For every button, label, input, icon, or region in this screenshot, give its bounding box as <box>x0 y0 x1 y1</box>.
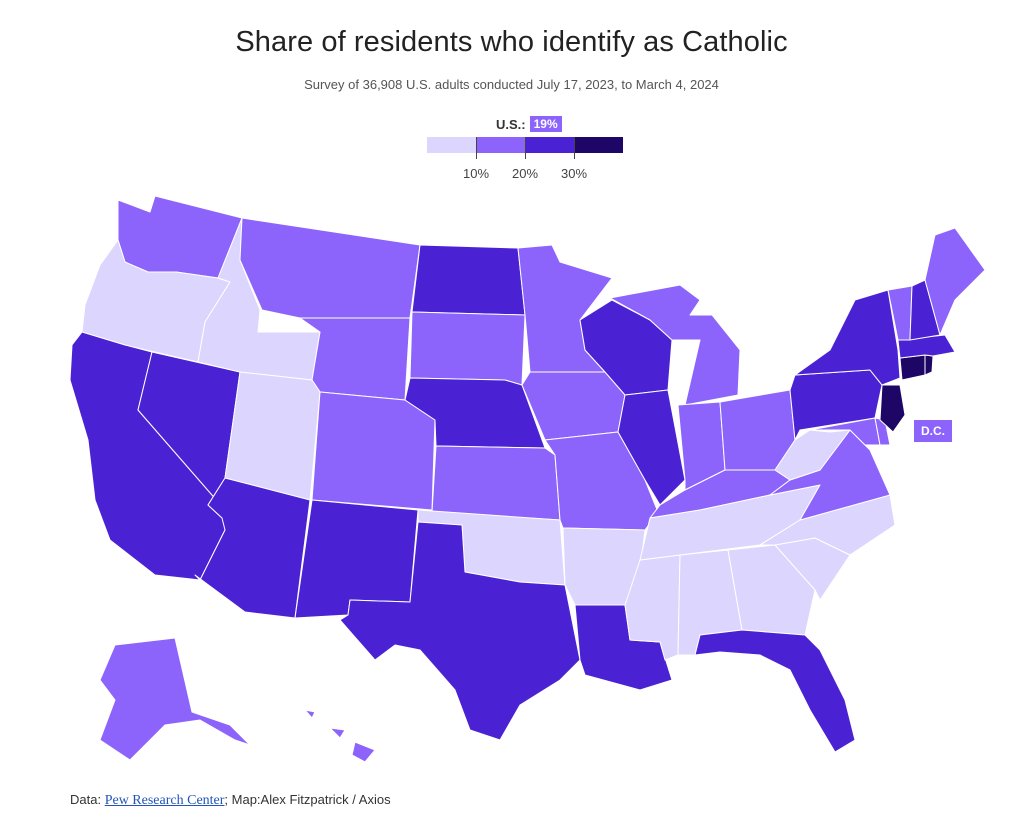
state-hawaii[interactable] <box>304 709 376 763</box>
legend-swatch-highest <box>574 137 623 153</box>
legend-tick-label: 30% <box>560 166 588 181</box>
legend-swatch-mid <box>476 137 525 153</box>
state-connecticut[interactable] <box>899 354 926 381</box>
legend-tick <box>476 137 477 159</box>
legend-tick-label: 20% <box>511 166 539 181</box>
color-legend: U.S.: 19% 10% 20% 30% <box>427 112 627 182</box>
state-rhode-island[interactable] <box>924 354 934 376</box>
state-utah[interactable] <box>224 371 321 501</box>
us-average: U.S.: 19% <box>496 116 562 132</box>
chart-subtitle: Survey of 36,908 U.S. adults conducted J… <box>304 77 719 92</box>
source-credit: Data: Pew Research Center; Map:Alex Fitz… <box>70 792 391 809</box>
state-florida[interactable] <box>694 629 856 753</box>
state-michigan[interactable] <box>609 284 741 406</box>
us-average-label: U.S.: <box>496 116 526 132</box>
state-south-dakota[interactable] <box>409 311 526 386</box>
legend-tick <box>525 137 526 159</box>
us-average-badge: 19% <box>529 116 562 132</box>
state-montana[interactable] <box>239 217 421 319</box>
state-texas[interactable] <box>339 521 581 741</box>
state-alaska[interactable] <box>99 637 251 761</box>
legend-tick <box>574 137 575 159</box>
credit-suffix: ; Map:Alex Fitzpatrick / Axios <box>224 792 391 807</box>
state-colorado[interactable] <box>311 391 436 511</box>
state-georgia[interactable] <box>727 544 816 636</box>
state-north-dakota[interactable] <box>411 244 526 316</box>
source-link[interactable]: Pew Research Center <box>104 793 225 808</box>
legend-swatch-low <box>427 137 476 153</box>
state-west-virginia[interactable] <box>774 429 851 481</box>
legend-swatch-high <box>525 137 574 153</box>
state-new-jersey[interactable] <box>879 384 906 433</box>
state-maine[interactable] <box>924 227 986 336</box>
legend-scale <box>427 137 623 153</box>
state-maryland[interactable] <box>809 417 881 446</box>
legend-tick-label: 10% <box>462 166 490 181</box>
state-massachusetts[interactable] <box>897 334 956 359</box>
state-kansas[interactable] <box>431 445 561 521</box>
chart-title: Share of residents who identify as Catho… <box>235 26 788 58</box>
state-new-york[interactable] <box>794 289 901 386</box>
credit-prefix: Data: <box>70 792 105 807</box>
state-arizona[interactable] <box>194 477 311 619</box>
dc-label: D.C. <box>914 420 952 442</box>
